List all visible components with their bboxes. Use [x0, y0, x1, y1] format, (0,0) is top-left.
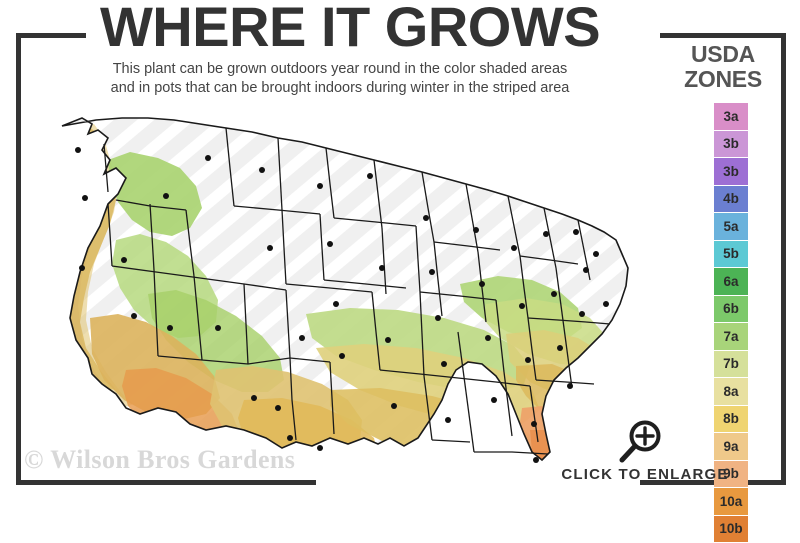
- where-it-grows-infographic: WHERE IT GROWS This plant can be grown o…: [0, 0, 800, 500]
- usda-zones-heading: USDA ZONES: [660, 42, 786, 92]
- frame-bottom-left: [16, 480, 316, 485]
- frame-right-vertical: [781, 33, 786, 485]
- watermark-credit: © Wilson Bros Gardens: [24, 445, 295, 475]
- zone-swatch-5a-4: 5a: [714, 213, 748, 241]
- click-to-enlarge-label[interactable]: CLICK TO ENLARGE: [540, 466, 750, 483]
- zone-swatch-8a-10: 8a: [714, 378, 748, 406]
- zone-swatch-6a-6: 6a: [714, 268, 748, 296]
- frame-top-right: [660, 33, 786, 38]
- zone-swatch-10b-15: 10b: [714, 516, 748, 543]
- usda-zone-map: [30, 108, 650, 468]
- page-title: WHERE IT GROWS: [60, 0, 640, 56]
- zone-swatch-9a-12: 9a: [714, 433, 748, 461]
- zone-swatch-10a-14: 10a: [714, 488, 748, 516]
- zone-swatch-6b-7: 6b: [714, 296, 748, 324]
- zone-swatch-7b-9: 7b: [714, 351, 748, 379]
- zone-swatch-7a-8: 7a: [714, 323, 748, 351]
- zone-swatch-4b-3: 4b: [714, 186, 748, 214]
- zone-swatch-3a-0: 3a: [714, 103, 748, 131]
- subtitle-line-1: This plant can be grown outdoors year ro…: [40, 60, 640, 79]
- frame-left-vertical: [16, 33, 21, 485]
- magnifier-plus-icon[interactable]: [614, 418, 666, 466]
- zone-swatch-3b-2: 3b: [714, 158, 748, 186]
- zone-swatch-8b-11: 8b: [714, 406, 748, 434]
- page-subtitle: This plant can be grown outdoors year ro…: [40, 60, 640, 98]
- zone-swatch-3b-1: 3b: [714, 131, 748, 159]
- zone-swatch-5b-5: 5b: [714, 241, 748, 269]
- usda-zones-heading-line-1: USDA: [660, 42, 786, 67]
- usda-zones-heading-line-2: ZONES: [660, 67, 786, 92]
- subtitle-line-2: and in pots that can be brought indoors …: [40, 79, 640, 98]
